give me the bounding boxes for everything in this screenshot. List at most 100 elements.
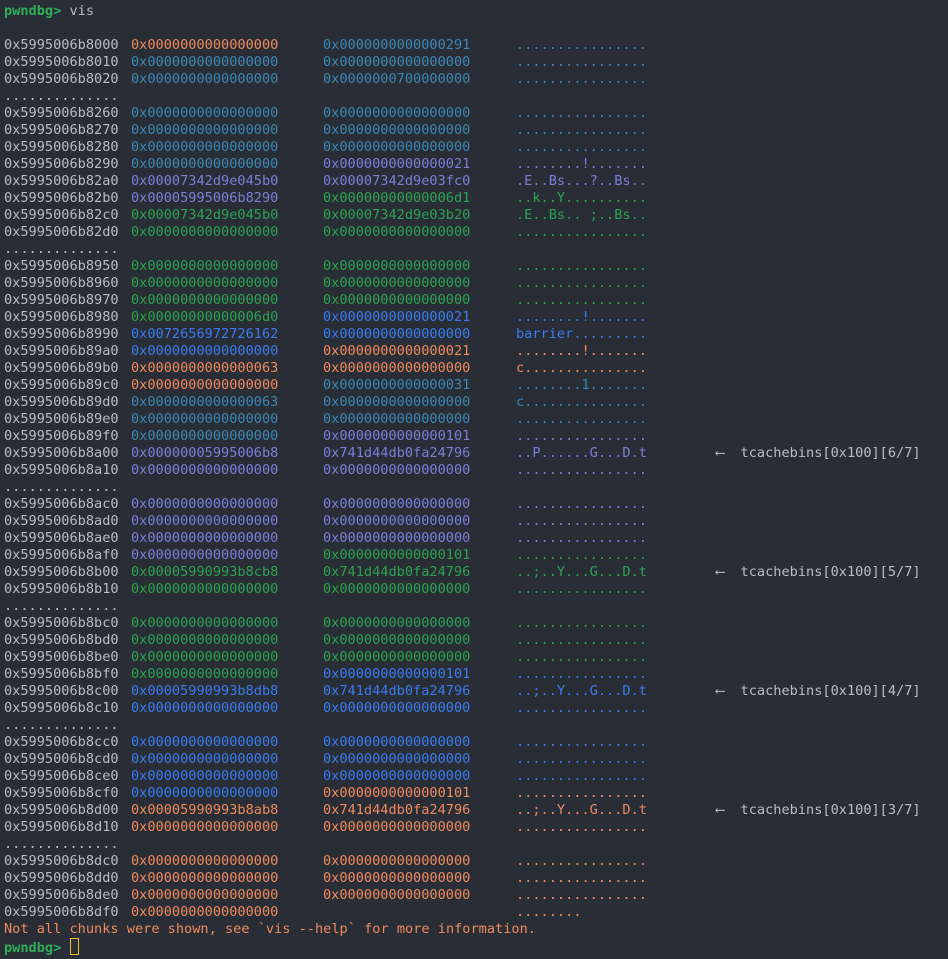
address: 0x5995006b82a0 (4, 173, 119, 189)
qword-2: 0x0000000000000000 (323, 360, 471, 376)
memory-row: 0x5995006b8c10 0x0000000000000000 0x000000… (0, 700, 948, 717)
memory-row: 0x5995006b8000 0x0000000000000000 0x000000… (0, 37, 948, 54)
qword-2: 0x0000000000000000 (323, 819, 471, 835)
qword-1: 0x0000000000000000 (131, 139, 279, 155)
qword-2: 0x741d44db0fa24796 (323, 445, 471, 461)
ascii-dump: .E..Bs...?..Bs.. (516, 173, 647, 189)
prompt-label: pwndbg> (4, 940, 62, 956)
address: 0x5995006b8a00 (4, 445, 119, 461)
ascii-dump: ................ (516, 734, 647, 750)
ascii-dump: ................ (516, 632, 647, 648)
qword-1: 0x0000000000000000 (131, 853, 279, 869)
memory-row: 0x5995006b8280 0x0000000000000000 0x000000… (0, 139, 948, 156)
heap-visualization: 0x5995006b8000 0x0000000000000000 0x000000… (0, 37, 948, 921)
qword-1: 0x0000000000000000 (131, 768, 279, 784)
qword-2: 0x0000000000000000 (323, 768, 471, 784)
ascii-dump: c............... (516, 360, 647, 376)
qword-1: 0x0000000000000000 (131, 615, 279, 631)
qword-2: 0x0000000000000000 (323, 105, 471, 121)
ascii-dump: ..P......G...D.t (516, 445, 647, 461)
memory-row: 0x5995006b82d0 0x0000000000000000 0x000000… (0, 224, 948, 241)
address: 0x5995006b8960 (4, 275, 119, 291)
qword-1: 0x0000000000000000 (131, 275, 279, 291)
qword-2: 0x0000000000000000 (323, 581, 471, 597)
memory-row: 0x5995006b8a10 0x0000000000000000 0x000000… (0, 462, 948, 479)
ascii-dump: ................ (516, 819, 647, 835)
qword-2: 0x0000000000000031 (323, 377, 471, 393)
address: 0x5995006b89d0 (4, 394, 119, 410)
qword-2: 0x0000000000000000 (323, 411, 471, 427)
qword-2: 0x0000000000000101 (323, 785, 471, 801)
qword-1: 0x0000000000000000 (131, 666, 279, 682)
address: 0x5995006b8970 (4, 292, 119, 308)
skipped-region-separator: .............. (0, 88, 948, 105)
qword-1: 0x00007342d9e045b0 (131, 207, 279, 223)
command-text: vis (69, 3, 95, 19)
command-line: pwndbg> vis (0, 3, 948, 20)
address: 0x5995006b82d0 (4, 224, 119, 240)
ascii-dump: .E..Bs.. ;..Bs.. (516, 207, 647, 223)
qword-1: 0x0000000000000000 (131, 377, 279, 393)
address: 0x5995006b8ce0 (4, 768, 119, 784)
qword-1: 0x0000000000000000 (131, 428, 279, 444)
prompt-label: pwndbg> (4, 3, 62, 19)
qword-2: 0x0000000000000021 (323, 343, 471, 359)
address: 0x5995006b89e0 (4, 411, 119, 427)
qword-1: 0x0000000000000000 (131, 258, 279, 274)
address: 0x5995006b8d10 (4, 819, 119, 835)
memory-row: 0x5995006b89b0 0x0000000000000063 0x000000… (0, 360, 948, 377)
ascii-dump: ................ (516, 462, 647, 478)
address: 0x5995006b8d00 (4, 802, 119, 818)
memory-row: 0x5995006b8c00 0x00005990993b8db8 0x741d44… (0, 683, 948, 700)
address: 0x5995006b8cd0 (4, 751, 119, 767)
input-line[interactable]: pwndbg> (0, 938, 948, 956)
qword-1: 0x00000000000006d0 (131, 309, 279, 325)
memory-row: 0x5995006b8df0 0x0000000000000000........ (0, 904, 948, 921)
address: 0x5995006b8020 (4, 71, 119, 87)
ascii-dump: ................ (516, 258, 647, 274)
qword-2: 0x00000000000006d1 (323, 190, 471, 206)
qword-2: 0x0000000000000000 (323, 751, 471, 767)
address: 0x5995006b8ac0 (4, 496, 119, 512)
qword-1: 0x0000000000000000 (131, 904, 279, 920)
ascii-dump: ................ (516, 513, 647, 529)
qword-1: 0x00005990993b8ab8 (131, 802, 279, 818)
qword-2: 0x0000000000000000 (323, 258, 471, 274)
memory-row: 0x5995006b89f0 0x0000000000000000 0x000000… (0, 428, 948, 445)
qword-1: 0x0000000000000063 (131, 360, 279, 376)
ascii-dump: ................ (516, 224, 647, 240)
address: 0x5995006b8ad0 (4, 513, 119, 529)
ascii-dump: ................ (516, 547, 647, 563)
tcache-annotation: ⟵ tcachebins[0x100][3/7] (716, 802, 921, 818)
address: 0x5995006b8c00 (4, 683, 119, 699)
memory-row: 0x5995006b8970 0x0000000000000000 0x000000… (0, 292, 948, 309)
ascii-dump: ................ (516, 700, 647, 716)
qword-2: 0x0000000000000000 (323, 394, 471, 410)
separator-dots: .............. (4, 479, 119, 495)
address: 0x5995006b8290 (4, 156, 119, 172)
memory-row: 0x5995006b8cf0 0x0000000000000000 0x000000… (0, 785, 948, 802)
qword-1: 0x0000000000000000 (131, 71, 279, 87)
ascii-dump: ................ (516, 496, 647, 512)
skipped-region-separator: .............. (0, 717, 948, 734)
qword-2: 0x0000000000000000 (323, 530, 471, 546)
qword-1: 0x0000000000000000 (131, 700, 279, 716)
qword-1: 0x0000000000000000 (131, 343, 279, 359)
qword-2: 0x741d44db0fa24796 (323, 802, 471, 818)
memory-row: 0x5995006b8b00 0x00005990993b8cb8 0x741d44… (0, 564, 948, 581)
address: 0x5995006b89b0 (4, 360, 119, 376)
ascii-dump: ..k..Y.......... (516, 190, 647, 206)
qword-2: 0x0000000000000000 (323, 734, 471, 750)
address: 0x5995006b8990 (4, 326, 119, 342)
address: 0x5995006b8cf0 (4, 785, 119, 801)
ascii-dump: ................ (516, 887, 647, 903)
ascii-dump: ........1....... (516, 377, 647, 393)
address: 0x5995006b82c0 (4, 207, 119, 223)
memory-row: 0x5995006b8020 0x0000000000000000 0x000000… (0, 71, 948, 88)
qword-1: 0x0000000000000000 (131, 530, 279, 546)
qword-1: 0x0072656972726162 (131, 326, 279, 342)
ascii-dump: ................ (516, 292, 647, 308)
ascii-dump: ................ (516, 139, 647, 155)
qword-2: 0x0000000000000000 (323, 224, 471, 240)
